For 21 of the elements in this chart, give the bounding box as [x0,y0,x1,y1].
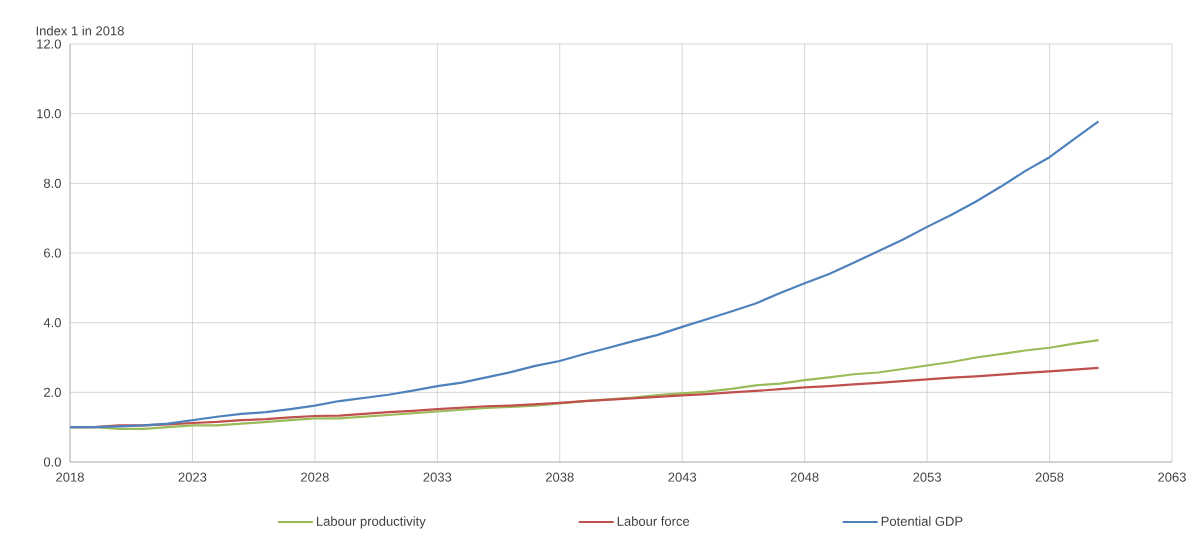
y-tick-label: 6.0 [44,248,61,258]
legend-label: Labour force [617,516,690,526]
x-tick-label: 2043 [668,472,697,482]
y-tick-label: 12.0 [37,39,61,49]
y-tick-label: 0.0 [43,457,61,467]
x-tick-label: 2053 [913,472,941,482]
y-tick-label: 4.0 [43,318,61,328]
x-tick-label: 2063 [1158,472,1186,482]
y-axis-title: Index 1 in 2018 [36,25,124,36]
legend-label: Labour productivity [316,516,426,529]
x-tick-label: 2038 [545,472,574,482]
y-tick-label: 10.0 [37,109,61,119]
x-tick-label: 2048 [790,472,819,482]
y-tick-label: 2.0 [44,387,61,397]
y-tick-label: 8.0 [43,178,61,188]
x-tick-label: 2058 [1035,472,1064,482]
x-tick-label: 2023 [178,472,207,482]
x-tick-label: 2028 [301,472,329,482]
legend-label: Potential GDP [881,516,963,526]
x-tick-label: 2018 [56,472,84,482]
x-tick-label: 2033 [423,472,452,482]
